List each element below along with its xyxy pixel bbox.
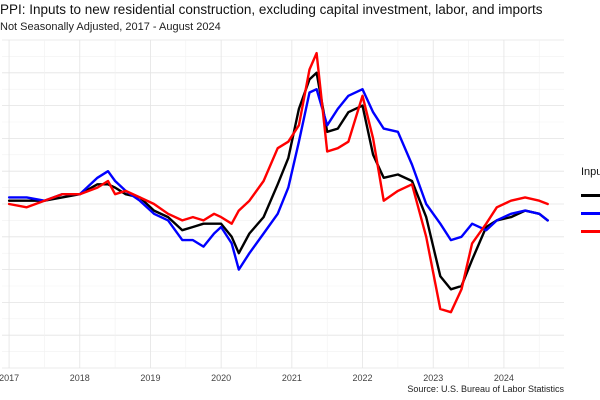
grid [2, 39, 564, 369]
x-axis-ticks: 2017 2018 2019 2020 2021 2022 2023 2024 [0, 373, 514, 383]
x-tick-label: 2022 [353, 373, 373, 383]
x-tick-label: 2024 [494, 373, 514, 383]
x-tick-label: 2020 [211, 373, 231, 383]
x-tick-label: 2021 [282, 373, 302, 383]
x-tick-label: 2019 [140, 373, 160, 383]
legend-key-2 [581, 211, 600, 215]
legend: Inpu [581, 166, 600, 240]
legend-key-1 [581, 193, 600, 197]
series-lines [7, 51, 549, 314]
x-tick-label: 2023 [423, 373, 443, 383]
legend-key-3 [581, 229, 600, 233]
series-line-1 [7, 71, 549, 291]
x-tick-label: 2017 [0, 373, 19, 383]
x-tick-label: 2018 [70, 373, 90, 383]
chart-title: PPI: Inputs to new residential construct… [0, 2, 543, 17]
series-line-3 [7, 51, 549, 314]
series-line-2 [7, 88, 549, 271]
legend-item-2 [581, 204, 600, 222]
legend-item-1 [581, 186, 600, 204]
source-note: Source: U.S. Bureau of Labor Statistics [407, 384, 564, 394]
legend-item-3 [581, 222, 600, 240]
legend-title: Inpu [581, 166, 600, 178]
chart-subtitle: Not Seasonally Adjusted, 2017 - August 2… [0, 21, 221, 33]
